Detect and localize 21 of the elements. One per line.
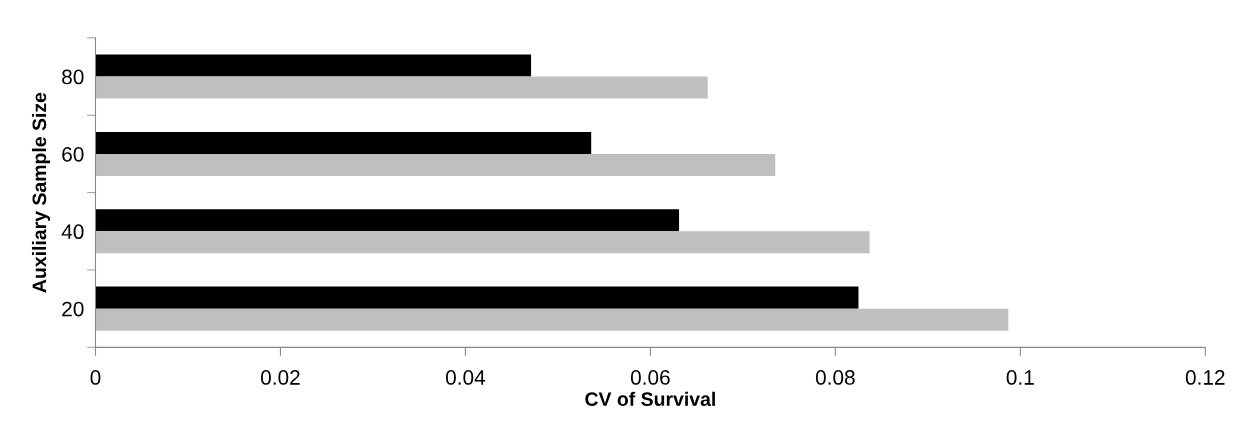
x-tick-label: 0.08 <box>815 370 855 385</box>
bar <box>95 231 870 254</box>
x-axis-title: CV of Survival <box>585 391 715 407</box>
x-tick-label: 0.04 <box>445 370 486 385</box>
x-tick-label: 0.1 <box>1006 370 1034 385</box>
bar <box>95 131 592 154</box>
bar <box>95 54 532 77</box>
x-tick-label: 0.02 <box>260 370 300 385</box>
bar <box>95 153 776 176</box>
bar <box>95 308 1009 331</box>
y-tick-label: 40 <box>61 224 84 240</box>
x-tick-label: 0.12 <box>1185 370 1225 385</box>
bar <box>95 286 859 309</box>
y-tick-label: 60 <box>62 146 84 162</box>
bar <box>95 209 680 232</box>
y-tick-label: 20 <box>62 301 84 317</box>
x-tick-label: 0.06 <box>630 370 670 385</box>
y-axis-title: Auxiliary Sample Size <box>31 92 51 293</box>
x-tick-label: 0 <box>90 370 101 385</box>
bar <box>95 76 708 99</box>
y-tick-label: 80 <box>62 69 84 85</box>
